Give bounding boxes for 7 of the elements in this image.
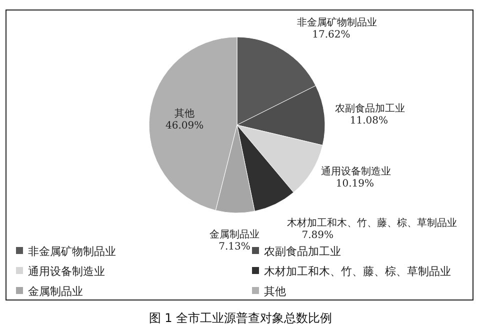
legend-label: 其他	[264, 285, 286, 298]
legend-label: 农副食品加工业	[264, 245, 341, 258]
legend-label: 通用设备制造业	[28, 265, 105, 278]
legend-label: 金属制品业	[28, 285, 83, 298]
caption: 图 1 全市工业源普查对象总数比例	[148, 311, 332, 325]
legend-label: 木材加工和木、竹、藤、棕、草制品业	[264, 265, 451, 278]
legend-label: 非金属矿物制品业	[28, 245, 116, 258]
